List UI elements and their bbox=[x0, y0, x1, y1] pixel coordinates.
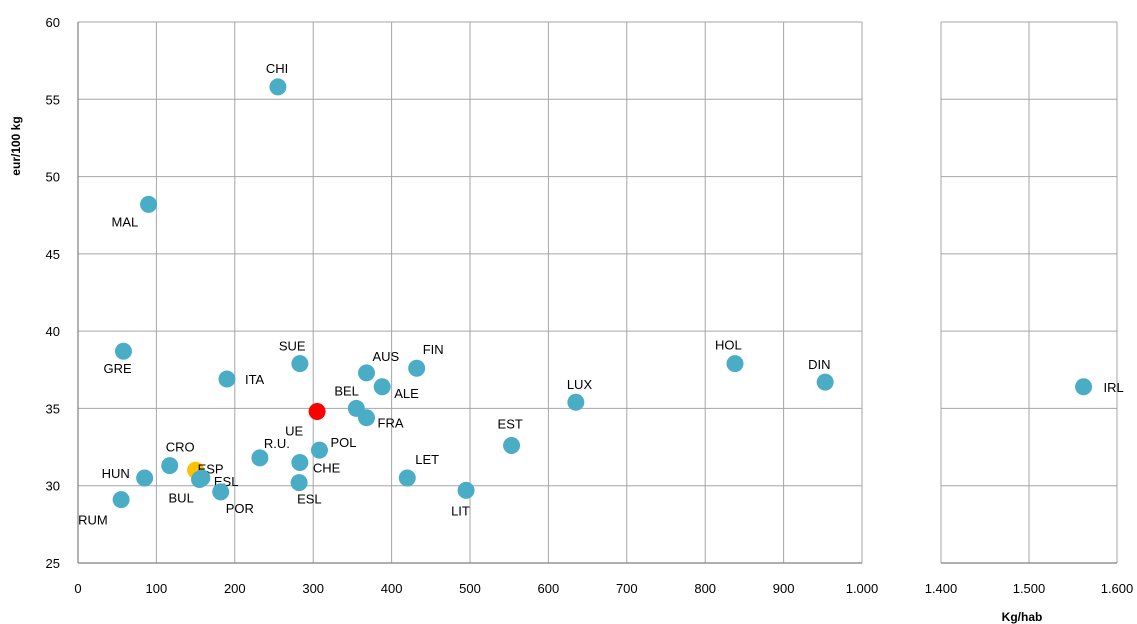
x-tick-label: 200 bbox=[224, 581, 246, 596]
data-point bbox=[503, 437, 521, 455]
data-point bbox=[408, 359, 426, 377]
point-label: BUL bbox=[169, 491, 194, 506]
x-tick-label: 1.600 bbox=[1101, 581, 1134, 596]
x-tick-label: 800 bbox=[694, 581, 716, 596]
data-point bbox=[269, 78, 287, 96]
data-point bbox=[112, 491, 130, 509]
data-point bbox=[291, 355, 309, 373]
point-label: FRA bbox=[378, 416, 404, 431]
point-label: ITA bbox=[245, 372, 265, 387]
point-label: LET bbox=[415, 452, 439, 467]
data-point bbox=[136, 469, 154, 487]
point-label: EST bbox=[498, 417, 523, 432]
point-label: CRO bbox=[166, 440, 195, 455]
point-label: MAL bbox=[112, 214, 139, 229]
x-axis-label: Kg/hab bbox=[1002, 610, 1043, 624]
data-point bbox=[218, 370, 236, 388]
data-point bbox=[726, 355, 744, 373]
x-tick-label: 100 bbox=[146, 581, 168, 596]
x-tick-label: 1.400 bbox=[925, 581, 958, 596]
data-point bbox=[398, 469, 416, 487]
point-label: HUN bbox=[102, 466, 130, 481]
point-label: HOL bbox=[715, 338, 742, 353]
x-tick-label: 300 bbox=[302, 581, 324, 596]
point-label: UE bbox=[285, 424, 303, 439]
point-label: DIN bbox=[808, 357, 830, 372]
y-tick-label: 55 bbox=[46, 92, 60, 107]
data-point bbox=[358, 409, 376, 427]
y-tick-label: 45 bbox=[46, 247, 60, 262]
point-label: ALE bbox=[394, 386, 419, 401]
data-point bbox=[140, 195, 158, 213]
data-point bbox=[358, 364, 376, 382]
data-point bbox=[1075, 378, 1093, 396]
point-label: POR bbox=[226, 501, 254, 516]
data-point bbox=[457, 481, 475, 499]
y-tick-label: 30 bbox=[46, 479, 60, 494]
x-tick-label: 600 bbox=[538, 581, 560, 596]
point-label: SUE bbox=[279, 339, 306, 354]
data-points: CHI MAL GRE SUE ITA AUS FIN ALE BEL FRA UE POL CHE R.… bbox=[78, 61, 1124, 528]
y-axis-label: eur/100 kg bbox=[9, 116, 23, 175]
data-point bbox=[373, 378, 391, 396]
point-label: CHE bbox=[313, 461, 341, 476]
point-label: ESL bbox=[297, 492, 322, 507]
data-point bbox=[310, 441, 328, 459]
y-tick-label: 60 bbox=[46, 15, 60, 30]
point-label: R.U. bbox=[264, 436, 290, 451]
point-label: BEL bbox=[334, 383, 359, 398]
x-tick-label: 1.500 bbox=[1013, 581, 1046, 596]
x-tick-label: 700 bbox=[616, 581, 638, 596]
data-point bbox=[816, 373, 834, 391]
point-label: GRE bbox=[103, 361, 132, 376]
point-label: FIN bbox=[423, 342, 444, 357]
x-tick-label: 0 bbox=[74, 581, 81, 596]
data-point bbox=[290, 474, 308, 492]
data-point bbox=[291, 454, 309, 472]
x-tick-label: 1.000 bbox=[846, 581, 879, 596]
y-tick-label: 35 bbox=[46, 401, 60, 416]
point-label: AUS bbox=[373, 349, 400, 364]
point-label: LIT bbox=[451, 503, 470, 518]
data-point bbox=[114, 342, 132, 360]
grid-lines bbox=[77, 21, 1118, 564]
point-label: LUX bbox=[567, 377, 593, 392]
x-tick-label: 500 bbox=[459, 581, 481, 596]
data-point bbox=[567, 393, 585, 411]
point-label: IRL bbox=[1104, 380, 1124, 395]
x-tick-label: 400 bbox=[381, 581, 403, 596]
y-tick-label: 40 bbox=[46, 324, 60, 339]
x-tick-label: 900 bbox=[773, 581, 795, 596]
point-label: RUM bbox=[78, 513, 108, 528]
data-point bbox=[191, 471, 209, 489]
axes bbox=[77, 22, 1117, 564]
point-label: POL bbox=[330, 435, 356, 450]
data-point bbox=[308, 403, 326, 421]
data-point bbox=[212, 483, 230, 501]
y-tick-label: 50 bbox=[46, 170, 60, 185]
data-point bbox=[251, 449, 269, 467]
data-point bbox=[161, 457, 179, 475]
point-label: CHI bbox=[266, 61, 288, 76]
y-tick-label: 25 bbox=[46, 556, 60, 571]
